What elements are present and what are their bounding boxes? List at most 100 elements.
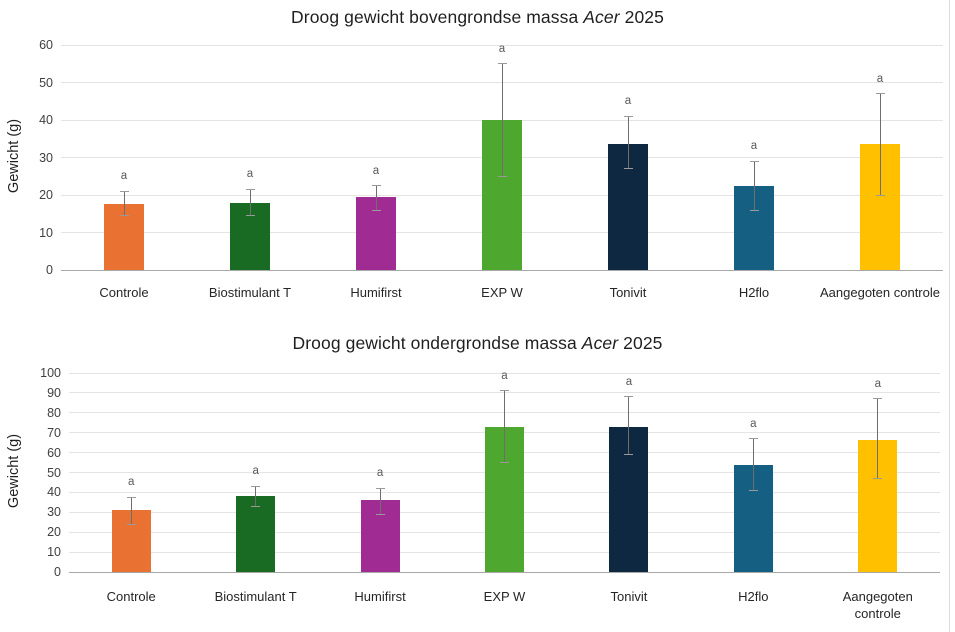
error-bar-line bbox=[501, 63, 503, 177]
error-bar-cap-top bbox=[119, 190, 129, 192]
y-tick-label: 30 bbox=[47, 505, 61, 520]
bar-biostimulant-t bbox=[236, 496, 276, 572]
significance-letter: a bbox=[876, 72, 884, 85]
y-tick-label: 60 bbox=[39, 38, 53, 52]
x-category-label: Tonivit bbox=[610, 589, 648, 604]
significance-letter: a bbox=[252, 465, 259, 478]
y-tick-label: 90 bbox=[47, 385, 61, 400]
y-tick-label: 20 bbox=[47, 525, 61, 540]
error-bar-cap-bottom bbox=[500, 462, 509, 464]
y-tick-label: 40 bbox=[47, 485, 61, 500]
x-category-label: EXP W bbox=[481, 285, 523, 300]
error-bar-cap-top bbox=[500, 390, 509, 392]
error-bar-line bbox=[249, 189, 251, 216]
error-bar-cap-top bbox=[375, 487, 385, 489]
error-bar-cap-top bbox=[245, 188, 255, 190]
chart-title-species: Acer bbox=[581, 333, 619, 353]
error-bar-cap-bottom bbox=[251, 505, 261, 507]
chart-title-prefix: Droog gewicht bovengrondse massa bbox=[291, 7, 584, 27]
error-bar-cap-bottom bbox=[119, 215, 129, 217]
error-bar-cap-bottom bbox=[875, 194, 885, 196]
error-bar-cap-bottom bbox=[873, 477, 883, 479]
y-tick-label: 50 bbox=[47, 465, 61, 480]
error-bar-cap-bottom bbox=[497, 175, 507, 177]
error-bar-cap-top bbox=[624, 396, 634, 398]
chart-title-suffix: 2025 bbox=[619, 7, 664, 27]
y-tick-label: 70 bbox=[47, 425, 61, 440]
error-bar-cap-bottom bbox=[624, 454, 634, 456]
y-tick-label: 40 bbox=[39, 113, 53, 127]
y-tick-label: 50 bbox=[39, 75, 53, 90]
error-bar-line bbox=[123, 191, 125, 216]
error-bar-cap-top bbox=[748, 438, 758, 440]
x-category-label: Aangegoten controle bbox=[842, 589, 913, 621]
gridline bbox=[69, 372, 940, 374]
error-bar-cap-top bbox=[497, 63, 507, 65]
error-bar-line bbox=[752, 438, 754, 491]
y-tick-label: 60 bbox=[47, 445, 61, 460]
error-bar-cap-bottom bbox=[623, 168, 633, 170]
error-bar-cap-bottom bbox=[375, 513, 385, 515]
gridline bbox=[61, 44, 943, 46]
significance-letter: a bbox=[501, 369, 508, 382]
significance-letter: a bbox=[120, 170, 128, 183]
significance-letter: a bbox=[624, 95, 632, 108]
x-axis-line bbox=[69, 571, 940, 573]
error-bar-line bbox=[130, 497, 132, 525]
error-bar-line bbox=[753, 161, 755, 210]
error-bar-cap-top bbox=[873, 398, 883, 400]
error-bar-cap-top bbox=[126, 496, 136, 498]
chart-title-suffix: 2025 bbox=[618, 333, 663, 353]
error-bar-line bbox=[255, 486, 257, 507]
significance-letter: a bbox=[874, 377, 881, 390]
x-category-label: Humifirst bbox=[350, 285, 402, 300]
y-tick-label: 20 bbox=[39, 188, 53, 202]
y-tick-label: 30 bbox=[39, 150, 53, 165]
error-bar-line bbox=[628, 396, 630, 455]
error-bar-cap-top bbox=[749, 160, 759, 162]
x-category-label: Controle bbox=[106, 589, 156, 604]
x-category-label: Biostimulant T bbox=[214, 589, 297, 604]
x-category-label: EXP W bbox=[483, 589, 526, 604]
significance-letter: a bbox=[376, 467, 384, 480]
error-bar-line bbox=[877, 398, 879, 479]
x-category-label: Controle bbox=[99, 285, 149, 300]
y-tick-label: 10 bbox=[39, 225, 53, 240]
x-category-label: Biostimulant T bbox=[208, 285, 292, 300]
significance-letter: a bbox=[498, 42, 506, 55]
error-bar-cap-top bbox=[371, 185, 381, 187]
significance-letter: a bbox=[750, 140, 758, 153]
error-bar-cap-top bbox=[623, 115, 633, 117]
x-category-label: Humifirst bbox=[354, 589, 406, 604]
chart-frame-border bbox=[949, 0, 950, 632]
y-tick-label: 80 bbox=[47, 405, 61, 420]
error-bar-cap-bottom bbox=[126, 523, 136, 525]
chart-title: Droog gewicht ondergrondse massa Acer 20… bbox=[0, 333, 955, 354]
error-bar-cap-top bbox=[251, 485, 261, 487]
y-tick-label: 10 bbox=[47, 545, 61, 560]
error-bar-cap-bottom bbox=[245, 215, 255, 217]
error-bar-line bbox=[379, 488, 381, 515]
significance-letter: a bbox=[128, 476, 135, 489]
significance-letter: a bbox=[246, 168, 254, 181]
chart-title-species: Acer bbox=[583, 7, 620, 27]
chart-title: Droog gewicht bovengrondse massa Acer 20… bbox=[0, 7, 955, 28]
y-tick-label: 100 bbox=[40, 366, 61, 380]
x-category-label: Tonivit bbox=[609, 285, 647, 300]
chart-title-prefix: Droog gewicht ondergrondse massa bbox=[292, 333, 582, 353]
error-bar-line bbox=[627, 116, 629, 169]
x-category-label: Aangegoten controle bbox=[820, 285, 940, 300]
x-axis-line bbox=[61, 269, 943, 271]
error-bar-cap-bottom bbox=[749, 209, 759, 211]
x-category-label: H2flo bbox=[738, 285, 770, 300]
y-tick-label: 0 bbox=[46, 263, 53, 277]
error-bar-cap-top bbox=[875, 93, 885, 95]
error-bar-line bbox=[375, 185, 377, 210]
significance-letter: a bbox=[372, 164, 380, 177]
significance-letter: a bbox=[625, 375, 633, 388]
x-category-label: H2flo bbox=[738, 589, 769, 604]
error-bar-line bbox=[504, 390, 505, 463]
